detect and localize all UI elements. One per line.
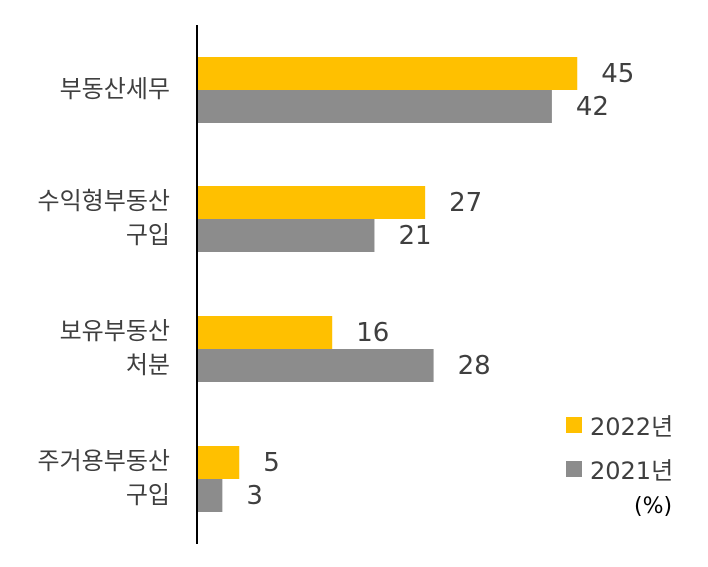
category-label: 보유부동산 처분 xyxy=(59,317,170,379)
bar-2021년-4 xyxy=(197,479,223,512)
category-label: 부동산세무 xyxy=(59,75,170,103)
data-label: 16 xyxy=(356,317,390,348)
legend-swatch-2022 xyxy=(566,416,582,433)
data-label: 42 xyxy=(575,91,609,122)
legend-label-2021: 2021년 xyxy=(590,457,674,485)
bar-2022년-4 xyxy=(197,446,240,479)
bar-2022년-3 xyxy=(197,316,333,349)
legend-swatch-2021 xyxy=(566,460,582,477)
bars-group xyxy=(197,57,578,512)
data-label: 3 xyxy=(246,480,263,511)
category-label: 주거용부동산 구입 xyxy=(37,447,170,509)
data-label: 28 xyxy=(457,350,491,381)
bar-2021년-1 xyxy=(197,90,552,123)
data-label: 5 xyxy=(263,447,280,478)
data-label: 45 xyxy=(601,58,635,89)
legend-item-2021: 2021년 xyxy=(566,451,673,486)
data-label: 21 xyxy=(398,220,432,251)
data-label: 27 xyxy=(449,187,483,218)
bar-2021년-3 xyxy=(197,349,434,382)
bar-2022년-2 xyxy=(197,186,426,219)
bar-2022년-1 xyxy=(197,57,578,90)
category-label: 수익형부동산 구입 xyxy=(37,187,170,249)
legend-item-2022: 2022년 xyxy=(566,407,673,442)
legend-label-2022: 2022년 xyxy=(590,413,674,441)
unit-label: (%) xyxy=(634,494,673,519)
bar-2021년-2 xyxy=(197,219,375,252)
